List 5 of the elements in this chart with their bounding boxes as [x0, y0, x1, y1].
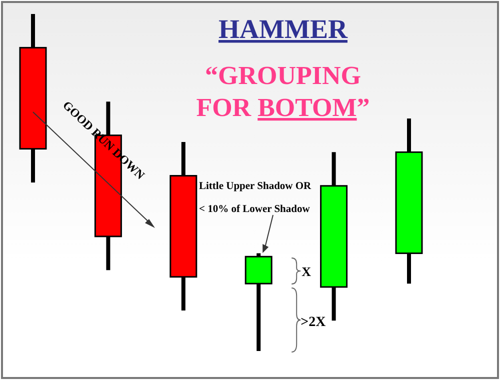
annotation: X	[302, 264, 312, 279]
annotation: Little Upper Shadow OR < 10% of Lower Shadow	[199, 181, 312, 215]
annotation: >2X	[300, 315, 326, 330]
text: “GROUPING FOR BOTOM”	[196, 61, 370, 122]
chart-title: HAMMER	[218, 14, 348, 44]
